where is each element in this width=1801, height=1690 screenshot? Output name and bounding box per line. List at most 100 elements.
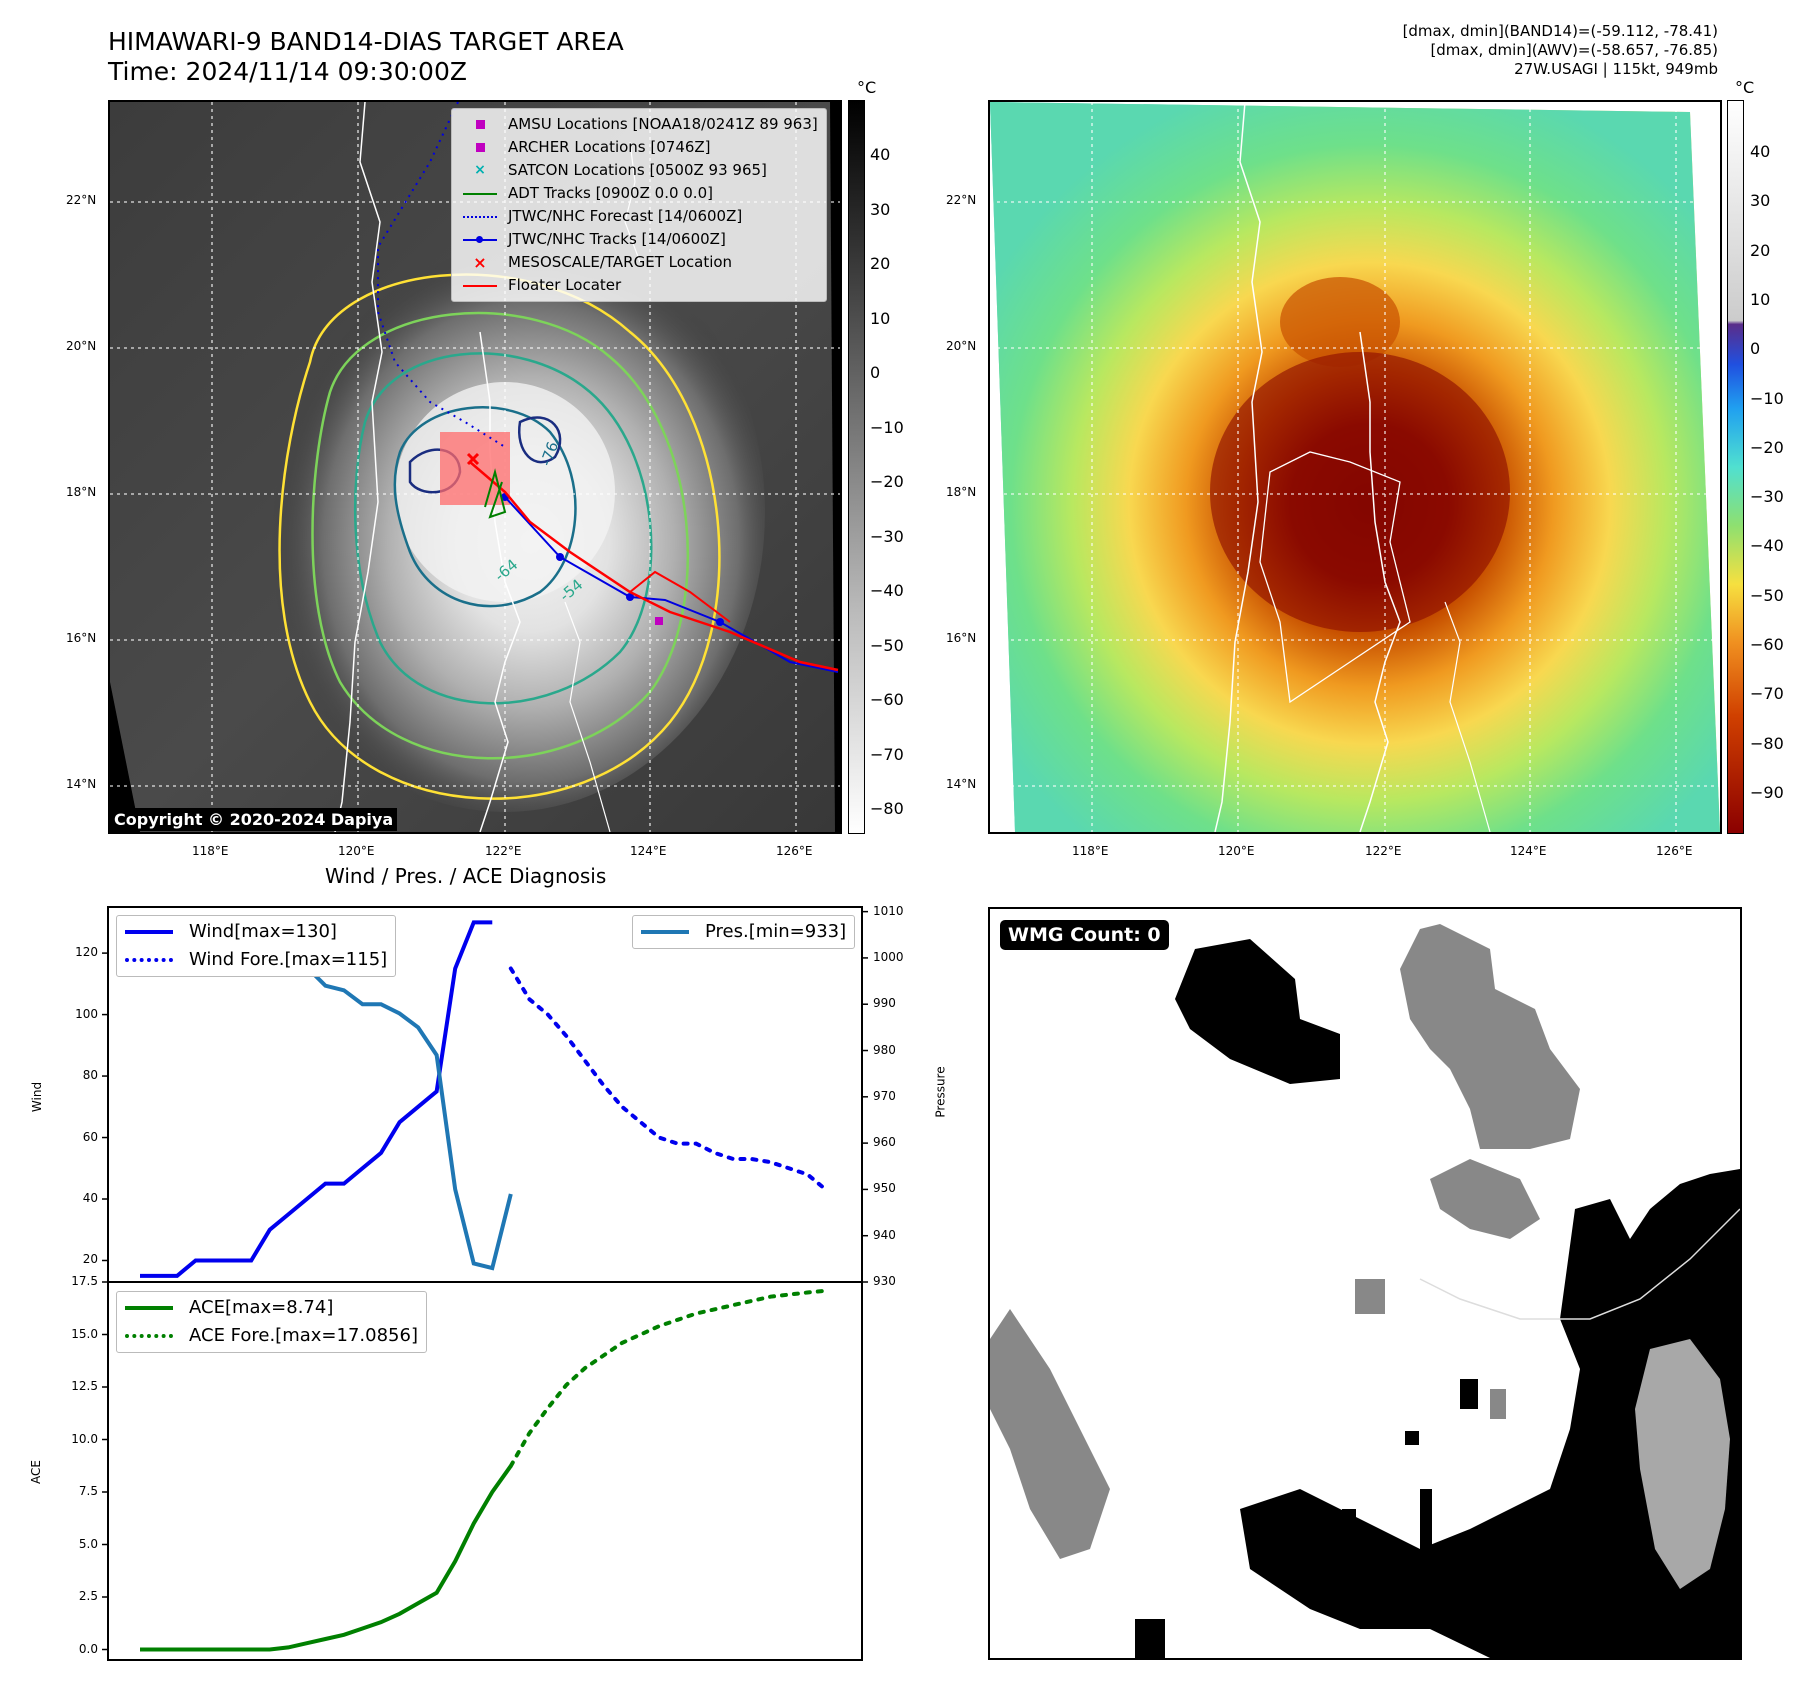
colorbar-right-tick-10: −60 (1750, 635, 1784, 654)
legend-adt: ADT Tracks [0900Z 0.0 0.0] (460, 182, 818, 205)
colorbar-left-tick-5: −10 (870, 417, 904, 437)
wind-axis-label: Wind (30, 1081, 45, 1113)
wind-forecast-series-line (508, 966, 828, 1192)
awv-map-image (990, 102, 1720, 832)
ace-series-line (140, 1464, 513, 1652)
right-lat-tick-14: 14°N (946, 777, 977, 791)
pressure-ytick-3: 980 (873, 1042, 896, 1057)
pressure-ytick-6: 950 (873, 1181, 896, 1196)
colorbar-left-tick-11: −70 (870, 744, 904, 764)
right-lon-tick-124: 124°E (1510, 844, 1547, 858)
colorbar-left-tick-1: 30 (870, 199, 891, 219)
colorbar-left-tick-12: −80 (870, 799, 904, 818)
colorbar-left-tick-8: −40 (870, 581, 904, 600)
wind-ytick-1: 100 (75, 1006, 98, 1021)
awv-map-panel (988, 100, 1722, 834)
colorbar-right-tick-12: −80 (1750, 733, 1784, 753)
title-line-1: HIMAWARI-9 BAND14-DIAS TARGET AREA (108, 27, 624, 56)
right-lat-tick-18: 18°N (946, 485, 977, 499)
wmg-panel (988, 907, 1742, 1660)
ace-axis-label: ACE (28, 1460, 43, 1484)
wind-ytick-4: 40 (82, 1191, 98, 1205)
colorbar-right (1727, 100, 1744, 834)
colorbar-left-tick-4: 0 (870, 363, 881, 382)
lon-tick-126: 126°E (776, 844, 813, 858)
lat-tick-20: 20°N (66, 339, 97, 353)
colorbar-right-tick-7: −30 (1750, 487, 1784, 507)
legend-jtwc-tracks: JTWC/NHC Tracks [14/0600Z] (460, 228, 818, 251)
ace-ytick-6: 2.5 (78, 1589, 98, 1603)
info-band14: [dmax, dmin](BAND14)=(-59.112, -78.41) (1402, 22, 1718, 40)
colorbar-right-unit: °C (1735, 78, 1755, 97)
ace-ytick-0: 17.5 (71, 1274, 98, 1288)
wind-ytick-2: 80 (82, 1068, 98, 1083)
ace-ytick-4: 7.5 (78, 1484, 98, 1498)
wind-ytick-3: 60 (82, 1129, 98, 1144)
legend-wind-fore: Wind Fore.[max=115] (125, 946, 387, 974)
legend-amsu: AMSU Locations [NOAA18/0241Z 89 963] (460, 113, 818, 136)
pressure-ytick-4: 970 (873, 1088, 896, 1103)
colorbar-left-tick-2: 20 (870, 254, 891, 273)
legend-archer: ARCHER Locations [0746Z] (460, 136, 818, 159)
colorbar-right-tick-4: 0 (1750, 339, 1761, 359)
legend-pres: Pres.[min=933] (641, 918, 846, 946)
right-lon-tick-120: 120°E (1218, 844, 1255, 858)
map-legend: AMSU Locations [NOAA18/0241Z 89 963] ARC… (451, 108, 827, 302)
copyright-label: Copyright © 2020-2024 Dapiya (110, 808, 398, 831)
right-lat-tick-22: 22°N (946, 193, 977, 207)
lon-tick-120: 120°E (338, 844, 375, 858)
wmg-mask-image (990, 924, 1740, 1658)
legend-floater: Floater Locater (460, 274, 818, 297)
pressure-ytick-2: 990 (873, 996, 896, 1011)
lat-tick-18: 18°N (66, 485, 97, 499)
right-lon-tick-126: 126°E (1656, 844, 1693, 858)
title-line-2: Time: 2024/11/14 09:30:00Z (108, 57, 467, 86)
lat-tick-16: 16°N (66, 631, 97, 645)
pressure-legend: Pres.[min=933] (632, 915, 856, 949)
colorbar-left-tick-6: −20 (870, 472, 904, 491)
legend-jtwc-forecast: JTWC/NHC Forecast [14/0600Z] (460, 205, 818, 228)
lon-tick-124: 124°E (630, 844, 667, 858)
ace-ytick-3: 10.0 (71, 1431, 98, 1446)
ace-ytick-5: 5.0 (78, 1536, 98, 1551)
right-lon-tick-118: 118°E (1072, 844, 1109, 858)
pressure-ytick-8: 930 (873, 1274, 896, 1288)
lon-tick-118: 118°E (192, 844, 229, 858)
colorbar-left-tick-10: −60 (870, 690, 904, 709)
wind-series-line (140, 920, 493, 1278)
colorbar-left-tick-3: 10 (870, 308, 891, 328)
pressure-ytick-1: 1000 (873, 949, 904, 964)
colorbar-right-tick-9: −50 (1750, 585, 1784, 605)
wind-legend: Wind[max=130] Wind Fore.[max=115] (116, 915, 397, 977)
ace-frame (107, 1281, 863, 1661)
info-storm: 27W.USAGI | 115kt, 949mb (1514, 60, 1718, 78)
colorbar-right-tick-6: −20 (1750, 437, 1784, 457)
ace-ytick-7: 0.0 (78, 1641, 98, 1656)
intensity-info: [dmax, dmin](BAND14)=(-59.112, -78.41) [… (1403, 22, 1718, 79)
colorbar-right-tick-5: −10 (1750, 388, 1784, 408)
colorbar-right-tick-3: 10 (1750, 289, 1771, 309)
colorbar-left-tick-9: −50 (870, 635, 904, 655)
colorbar-right-tick-8: −40 (1750, 536, 1784, 556)
colorbar-right-tick-0: 40 (1750, 142, 1771, 161)
colorbar-right-tick-13: −90 (1750, 782, 1784, 802)
legend-ace: ACE[max=8.74] (125, 1294, 418, 1322)
info-awv: [dmax, dmin](AWV)=(-58.657, -76.85) (1430, 41, 1718, 59)
right-lat-tick-16: 16°N (946, 631, 977, 645)
colorbar-left-tick-7: −30 (870, 526, 904, 546)
colorbar-right-tick-2: 20 (1750, 240, 1771, 260)
ace-ytick-1: 15.0 (71, 1326, 98, 1341)
ace-forecast-series-line (508, 1288, 828, 1468)
wmg-count-badge: WMG Count: 0 (1000, 920, 1169, 950)
legend-ace-fore: ACE Fore.[max=17.0856] (125, 1322, 418, 1350)
pressure-axis-label: Pressure (933, 1066, 948, 1118)
colorbar-left (848, 100, 865, 834)
colorbar-left-unit: °C (857, 78, 877, 97)
legend-mesoscale: × MESOSCALE/TARGET Location (473, 253, 733, 272)
lat-tick-22: 22°N (66, 193, 97, 207)
pressure-ytick-7: 940 (873, 1227, 896, 1242)
ace-legend: ACE[max=8.74] ACE Fore.[max=17.0856] (116, 1291, 427, 1353)
colorbar-right-tick-1: 30 (1750, 191, 1771, 211)
legend-satcon: × SATCON Locations [0500Z 93 965] (474, 161, 767, 179)
lat-tick-14: 14°N (66, 777, 97, 791)
